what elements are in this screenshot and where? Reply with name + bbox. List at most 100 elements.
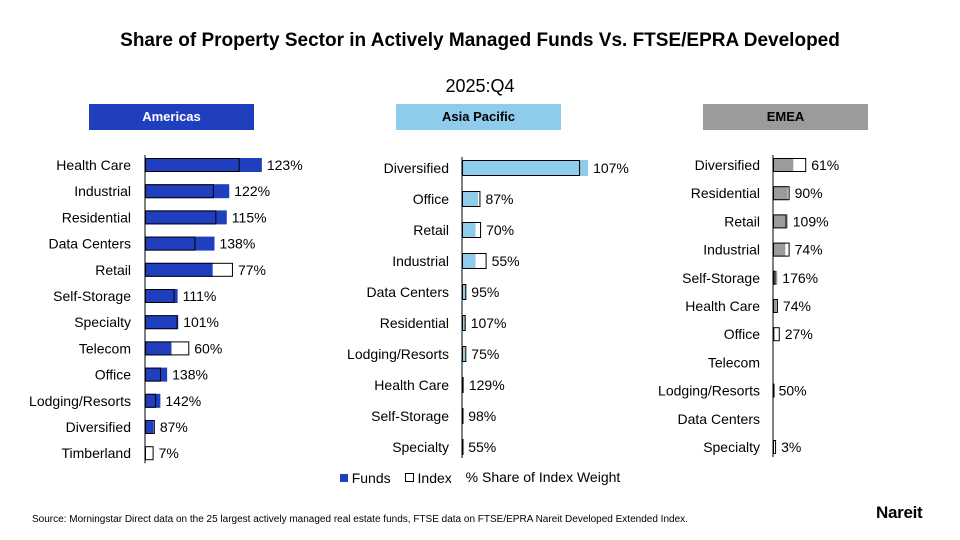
index-bar-americas-timberland — [145, 446, 154, 461]
index-bar-asia-pacific-residential — [462, 315, 466, 331]
index-bar-asia-pacific-data-centers — [462, 284, 467, 300]
funds-bar-asia-pacific-residential — [462, 315, 466, 331]
category-label-americas-office: Office — [95, 367, 132, 383]
category-label-americas-residential: Residential — [62, 209, 131, 225]
funds-bar-americas-diversified — [145, 420, 154, 434]
index-bar-asia-pacific-office — [462, 191, 481, 207]
value-label-americas-office: 138% — [172, 367, 208, 383]
funds-bar-emea-diversified — [773, 158, 794, 172]
category-label-asia-pacific-lodging-resorts: Lodging/Resorts — [347, 346, 449, 362]
value-label-americas-industrial: 122% — [234, 183, 270, 199]
category-label-emea-lodging-resorts: Lodging/Resorts — [658, 383, 760, 399]
index-bar-emea-office — [773, 327, 780, 342]
index-bar-asia-pacific-specialty — [462, 439, 464, 455]
value-label-asia-pacific-diversified: 107% — [593, 160, 629, 176]
category-label-americas-data-centers: Data Centers — [49, 236, 131, 252]
index-bar-americas-lodging-resorts — [145, 393, 157, 408]
value-label-emea-lodging-resorts: 50% — [779, 383, 807, 399]
value-label-americas-lodging-resorts: 142% — [165, 393, 201, 409]
category-label-americas-lodging-resorts: Lodging/Resorts — [29, 393, 131, 409]
index-bar-asia-pacific-retail — [462, 222, 482, 238]
value-label-emea-specialty: 3% — [781, 439, 801, 455]
funds-bar-americas-telecom — [145, 341, 172, 356]
index-bar-americas-self-storage — [145, 289, 175, 303]
category-label-asia-pacific-specialty: Specialty — [392, 439, 449, 455]
category-label-asia-pacific-retail: Retail — [413, 222, 449, 238]
nareit-logo: Nareit — [876, 503, 923, 522]
value-label-asia-pacific-lodging-resorts: 75% — [471, 346, 499, 362]
index-bar-americas-industrial — [145, 184, 214, 199]
category-label-americas-telecom: Telecom — [79, 340, 131, 356]
chart-title: Share of Property Sector in Actively Man… — [120, 30, 840, 51]
category-label-americas-self-storage: Self-Storage — [53, 288, 131, 304]
legend-swatch-index — [404, 473, 414, 482]
value-label-emea-self-storage: 176% — [782, 270, 818, 286]
funds-bar-americas-residential — [145, 210, 227, 225]
funds-bar-asia-pacific-retail — [462, 222, 476, 238]
panel-header-asia-pacific: Asia Pacific — [396, 104, 561, 130]
category-label-asia-pacific-data-centers: Data Centers — [367, 284, 449, 300]
funds-bar-americas-industrial — [145, 184, 230, 199]
category-label-emea-telecom: Telecom — [708, 354, 760, 370]
category-label-asia-pacific-self-storage: Self-Storage — [371, 408, 449, 424]
category-label-emea-health-care: Health Care — [685, 298, 760, 314]
funds-bar-emea-retail — [773, 214, 788, 229]
index-bar-emea-residential — [773, 186, 790, 201]
category-label-asia-pacific-residential: Residential — [380, 315, 449, 331]
index-bar-americas-health-care — [145, 158, 240, 172]
category-label-americas-industrial: Industrial — [74, 183, 131, 199]
index-bar-asia-pacific-industrial — [462, 253, 487, 269]
category-label-asia-pacific-industrial: Industrial — [392, 253, 449, 269]
category-label-americas-retail: Retail — [95, 262, 131, 278]
category-label-americas-timberland: Timberland — [61, 445, 131, 461]
value-label-americas-telecom: 60% — [194, 340, 222, 356]
legend-swatch-funds — [339, 474, 348, 482]
legend-item-index: Index — [404, 469, 452, 486]
value-label-americas-specialty: 101% — [183, 314, 219, 330]
category-label-emea-self-storage: Self-Storage — [682, 270, 760, 286]
value-label-asia-pacific-residential: 107% — [471, 315, 507, 331]
funds-bar-americas-data-centers — [145, 236, 215, 251]
category-label-emea-industrial: Industrial — [703, 242, 760, 258]
value-label-americas-residential: 115% — [232, 209, 267, 225]
value-label-asia-pacific-industrial: 55% — [492, 253, 520, 269]
panel-header-emea: EMEA — [703, 104, 868, 130]
value-label-americas-data-centers: 138% — [219, 236, 255, 252]
funds-bar-asia-pacific-office — [462, 191, 478, 207]
value-label-asia-pacific-data-centers: 95% — [471, 284, 499, 300]
value-label-emea-diversified: 61% — [811, 157, 839, 173]
index-bar-emea-health-care — [773, 299, 778, 313]
legend-label-funds: Funds — [351, 470, 391, 486]
category-label-asia-pacific-health-care: Health Care — [374, 377, 449, 393]
chart-subtitle: 2025:Q4 — [445, 76, 515, 96]
value-label-asia-pacific-self-storage: 98% — [468, 408, 496, 424]
value-label-asia-pacific-retail: 70% — [486, 222, 514, 238]
value-label-americas-health-care: 123% — [267, 157, 303, 173]
legend-label-index: Index — [417, 469, 452, 486]
legend: Funds Index % Share of Index Weight — [0, 469, 960, 486]
category-label-asia-pacific-diversified: Diversified — [384, 160, 449, 176]
index-bar-emea-industrial — [773, 242, 790, 257]
index-bar-americas-specialty — [145, 315, 178, 330]
index-bar-americas-data-centers — [145, 236, 196, 251]
index-bar-americas-residential — [145, 210, 217, 225]
legend-note: % Share of Index Weight — [465, 469, 621, 485]
panel-header-americas: Americas — [89, 104, 254, 130]
value-label-americas-retail: 77% — [238, 262, 266, 278]
category-label-emea-office: Office — [724, 326, 761, 342]
value-label-emea-retail: 109% — [793, 213, 829, 229]
value-label-emea-industrial: 74% — [795, 242, 823, 258]
index-bar-asia-pacific-health-care — [462, 377, 464, 393]
funds-bar-emea-industrial — [773, 242, 786, 257]
funds-bar-americas-retail — [145, 262, 213, 277]
category-label-americas-diversified: Diversified — [66, 419, 131, 435]
funds-bar-asia-pacific-lodging-resorts — [462, 346, 466, 362]
value-label-emea-residential: 90% — [795, 185, 823, 201]
index-bar-americas-office — [145, 367, 161, 382]
value-label-asia-pacific-health-care: 129% — [469, 377, 505, 393]
index-bar-emea-lodging-resorts — [773, 383, 775, 398]
index-bar-emea-retail — [773, 214, 787, 229]
category-label-emea-retail: Retail — [724, 213, 760, 229]
value-label-americas-self-storage: 111% — [183, 288, 217, 304]
